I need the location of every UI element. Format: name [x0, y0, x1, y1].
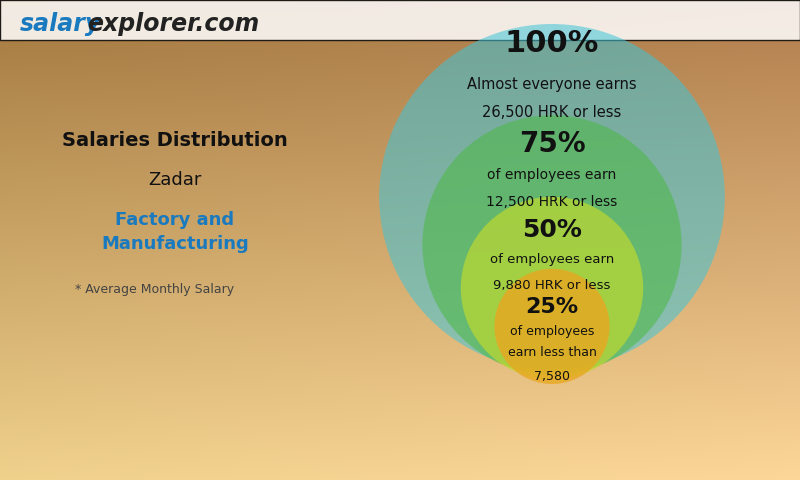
Text: Zadar: Zadar [148, 171, 202, 189]
Text: of employees earn: of employees earn [490, 252, 614, 266]
Text: explorer.com: explorer.com [87, 12, 259, 36]
Circle shape [379, 24, 725, 370]
Text: of employees earn: of employees earn [487, 168, 617, 182]
Text: 50%: 50% [522, 218, 582, 242]
Text: 75%: 75% [518, 130, 586, 158]
Circle shape [494, 269, 610, 384]
Text: * Average Monthly Salary: * Average Monthly Salary [75, 284, 234, 297]
Text: 12,500 HRK or less: 12,500 HRK or less [486, 194, 618, 209]
Text: 100%: 100% [505, 29, 599, 58]
FancyBboxPatch shape [0, 0, 800, 40]
Text: salary: salary [20, 12, 102, 36]
Text: 9,880 HRK or less: 9,880 HRK or less [494, 279, 610, 292]
Text: Salaries Distribution: Salaries Distribution [62, 131, 288, 149]
Text: 25%: 25% [526, 297, 578, 317]
Text: earn less than: earn less than [507, 346, 597, 360]
Text: Factory and
Manufacturing: Factory and Manufacturing [101, 211, 249, 253]
Text: of employees: of employees [510, 324, 594, 338]
Circle shape [422, 115, 682, 374]
Text: 26,500 HRK or less: 26,500 HRK or less [482, 105, 622, 120]
Circle shape [461, 197, 643, 379]
Text: 7,580: 7,580 [534, 370, 570, 384]
Text: Almost everyone earns: Almost everyone earns [467, 76, 637, 92]
